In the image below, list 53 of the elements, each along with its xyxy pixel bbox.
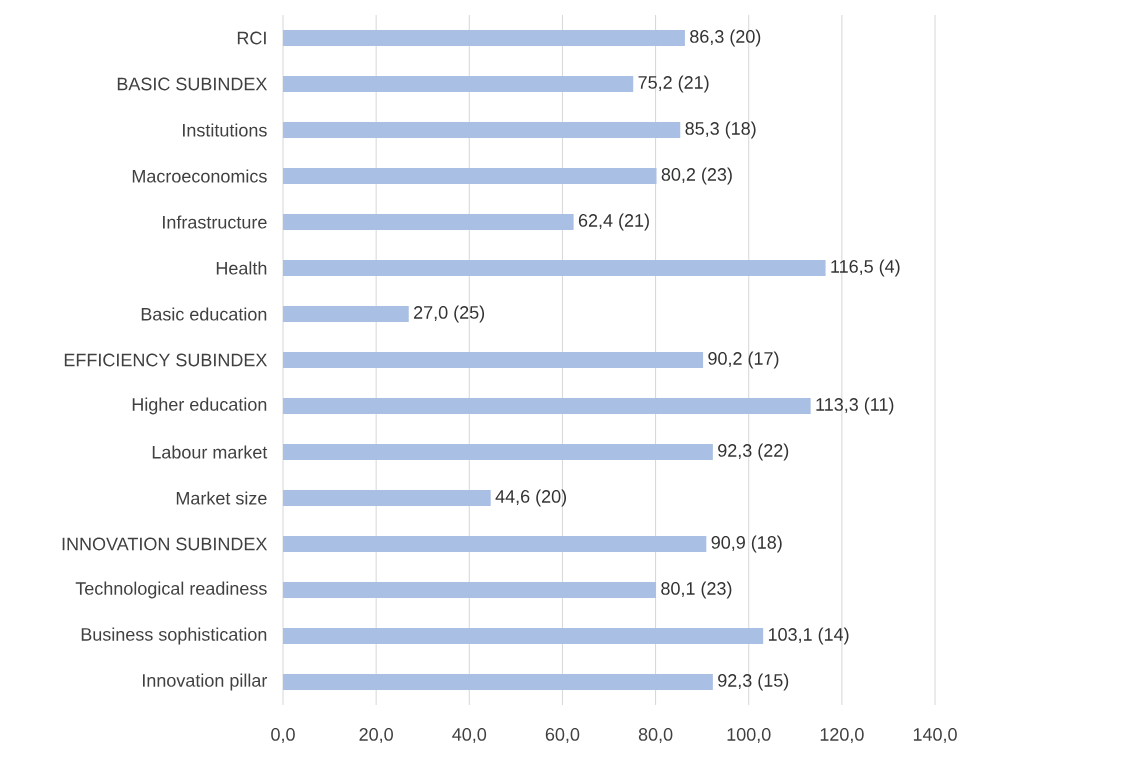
data-label: 90,2 (17) [708,351,779,369]
data-label: 116,5 (4) [831,259,900,277]
bar [283,628,764,644]
data-label: 113,3 (11) [816,397,894,415]
y-tick-label: Macroeconomics [132,169,267,183]
bar [283,121,681,138]
y-tick-label: RCI [237,31,266,45]
bar [283,351,704,368]
data-label: 27,0 (25) [414,305,485,323]
y-tick-label: Business sophistication [81,627,267,645]
y-tick-label: Higher education [132,397,267,415]
data-label: 103,1 (14) [768,627,849,645]
bar [283,75,634,92]
x-tick-label: 140,0 [913,728,957,743]
y-tick-label: Technological readiness [75,581,267,599]
bar [283,582,657,598]
bar [283,673,713,690]
x-tick-label: 80,0 [638,728,673,743]
x-tick-label: 120,0 [820,728,864,743]
data-label: 85,3 (18) [685,121,756,139]
y-tick-label: Market size [176,491,267,505]
data-label: 44,6 (20) [495,489,567,507]
x-tick-label: 20,0 [359,728,393,743]
data-label: 86,3 (20) [690,29,761,47]
data-label: 80,1 (23) [661,581,732,599]
x-tick-label: 100,0 [727,728,771,743]
data-label: 92,3 (22) [718,443,789,461]
data-label: 90,9 (18) [711,535,782,553]
x-tick-label: 40,0 [452,728,487,743]
bar [283,213,574,230]
y-tick-label: Basic education [141,307,267,321]
data-label: 80,2 (23) [661,167,732,185]
y-tick-label: EFFICIENCY SUBINDEX [64,353,268,367]
y-tick-label: Infrastructure [163,215,267,229]
bar [283,444,713,460]
x-tick-label: 60,0 [545,728,580,743]
bar [283,536,707,552]
y-tick-label: Labour market [152,445,268,459]
bar [283,398,811,414]
bar [283,29,685,46]
y-tick-label: BASIC SUBINDEX [117,77,268,91]
data-label: 62,4 (21) [578,213,649,231]
data-label: 92,3 (15) [718,673,789,691]
y-tick-label: Institutions [183,123,267,137]
y-tick-label: Health [216,261,267,275]
bar [283,490,491,506]
bar [283,167,657,184]
bar [283,305,409,322]
y-tick-label: INNOVATION SUBINDEX [62,537,268,551]
data-label: 75,2 (21) [638,75,709,93]
bar [283,259,826,276]
x-tick-label: 0,0 [271,728,295,743]
y-tick-label: Innovation pillar [142,673,268,691]
